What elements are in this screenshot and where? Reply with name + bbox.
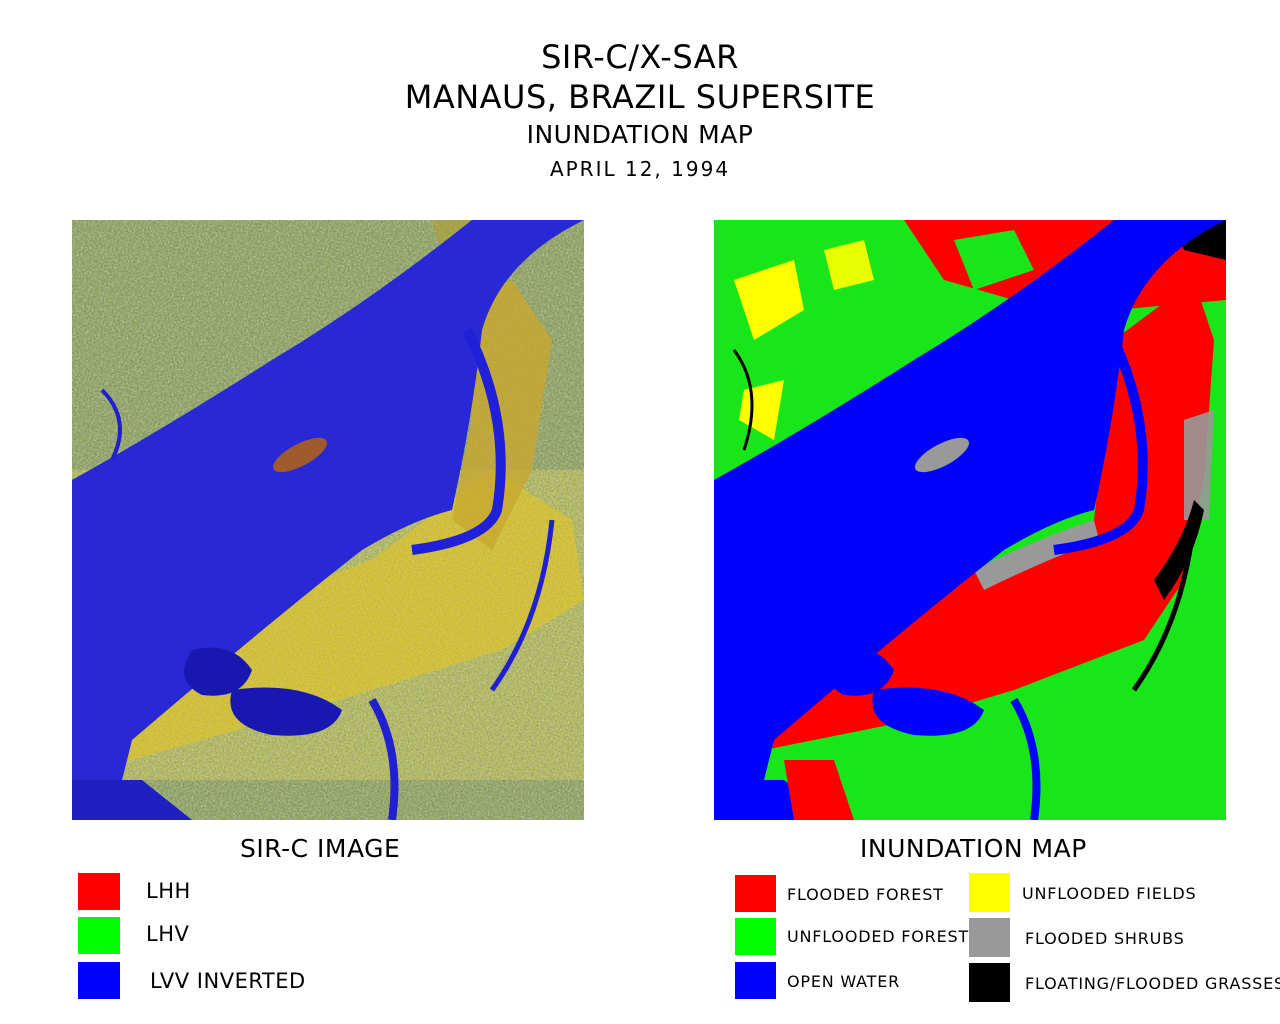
legend-label-open-water: OPEN WATER — [787, 972, 901, 991]
legend-label-unflooded-fields: UNFLOODED FIELDS — [1022, 884, 1197, 903]
legend-label-floating-flooded-grasses: FLOATING/FLOODED GRASSES — [1025, 974, 1280, 993]
title-line-1: SIR-C/X-SAR — [541, 38, 739, 76]
legend-label-flooded-forest: FLOODED FOREST — [787, 885, 944, 904]
legend-swatch-unflooded-forest — [735, 918, 776, 955]
legend-swatch-floating-flooded-grasses — [969, 963, 1010, 1002]
legend-swatch-flooded-shrubs — [969, 918, 1010, 957]
legend-label-lhh: LHH — [146, 879, 191, 903]
legend-swatch-open-water — [735, 962, 776, 999]
legend-swatch-lvv-inverted — [78, 962, 120, 999]
legend-label-unflooded-forest: UNFLOODED FOREST — [787, 927, 970, 946]
inundation-map-caption: INUNDATION MAP — [860, 834, 1087, 863]
legend-swatch-lhh — [78, 873, 120, 910]
inundation-map-image — [714, 220, 1226, 820]
legend-swatch-flooded-forest — [735, 875, 776, 912]
legend-label-lhv: LHV — [146, 922, 190, 946]
inundation-map-graphic — [714, 220, 1226, 820]
title-line-2: MANAUS, BRAZIL SUPERSITE — [404, 78, 876, 116]
legend-swatch-lhv — [78, 917, 120, 954]
sir-c-image — [72, 220, 584, 820]
title-line-3: INUNDATION MAP — [526, 120, 754, 149]
legend-swatch-unflooded-fields — [969, 873, 1010, 912]
legend-label-lvv-inverted: LVV INVERTED — [150, 969, 306, 993]
sir-c-image-caption: SIR-C IMAGE — [240, 834, 401, 863]
date-line: APRIL 12, 1994 — [549, 157, 731, 181]
legend-label-flooded-shrubs: FLOODED SHRUBS — [1025, 929, 1185, 948]
sir-c-image-graphic — [72, 220, 584, 820]
